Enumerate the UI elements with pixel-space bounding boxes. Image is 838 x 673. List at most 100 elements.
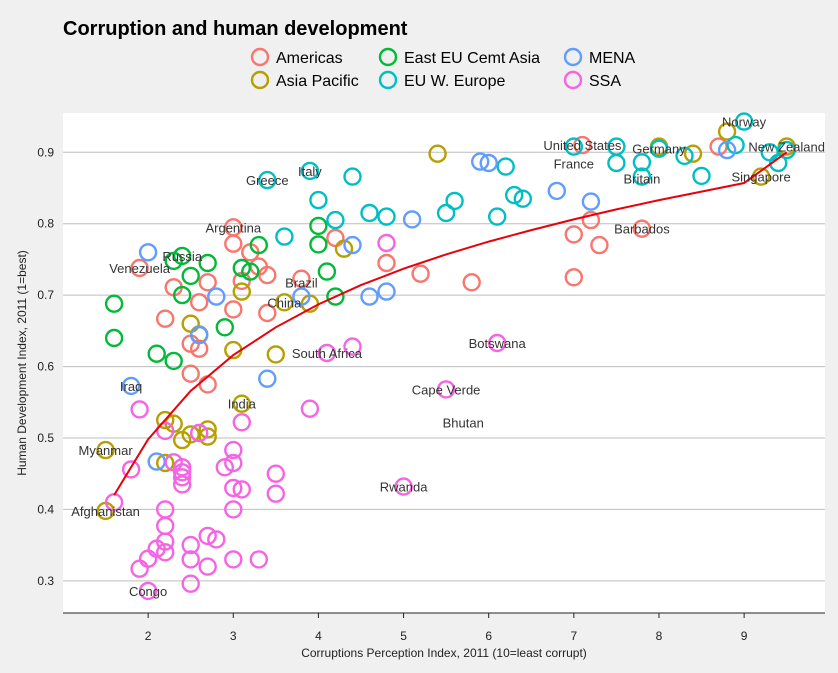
x-tick-label: 2 [145,629,152,643]
point-eu-w-europe [258,170,277,190]
point-ssa [189,423,209,443]
point-mena [471,152,490,171]
legend-label-eu-w-europe: EU W. Europe [404,73,505,90]
label-greece: Greece [246,173,289,188]
x-tick-label: 8 [656,629,663,643]
point-asia-pacific [334,239,354,258]
trend-line [113,151,788,496]
point-asia-pacific [232,394,252,413]
label-venezuela: Venezuela [109,261,170,276]
point-ssa [215,458,235,477]
point-mena [377,282,396,301]
point-ssa [224,453,243,473]
point-eu-w-europe [496,157,515,176]
point-ssa [488,333,507,353]
point-asia-pacific [275,293,294,312]
legend-key-ssa [563,70,583,90]
point-east-eu-cemt-asia [309,216,328,236]
point-ssa [172,475,192,494]
y-tick-label: 0.6 [37,360,54,374]
label-botswana: Botswana [469,336,527,351]
point-asia-pacific [181,425,200,444]
y-tick-label: 0.3 [37,574,54,588]
point-asia-pacific [155,453,175,473]
point-americas [581,210,601,230]
point-ssa [121,460,141,479]
point-ssa [181,535,200,555]
point-americas [564,268,583,287]
point-ssa [198,526,217,546]
point-americas [155,309,175,328]
legend: Americas Asia Pacific East EU Cemt Asia EU … [250,47,636,90]
point-eu-w-europe [505,185,524,205]
point-ssa [377,233,396,253]
y-tick-label: 0.4 [37,502,54,516]
legend-key-eu-w-europe [378,70,398,90]
x-tick-label: 6 [485,629,492,643]
point-eu-w-europe [436,203,456,223]
data-points [96,112,796,601]
point-east-eu-cemt-asia [309,235,328,254]
label-myanmar: Myanmar [79,443,134,458]
point-east-eu-cemt-asia [215,318,235,337]
x-tick-label: 9 [741,629,748,643]
point-americas [292,269,311,288]
point-ssa [181,574,200,593]
point-eu-w-europe [275,227,294,246]
point-east-eu-cemt-asia [172,246,192,266]
point-ssa [224,440,243,460]
point-ssa [155,421,175,441]
point-ssa [198,557,217,576]
point-ssa [130,400,149,419]
label-singapore: Singapore [731,170,790,185]
point-americas [224,300,243,319]
point-mena [479,153,498,173]
label-italy: Italy [298,164,322,179]
point-eu-w-europe [649,139,669,158]
point-ssa [138,581,158,601]
point-ssa [181,550,200,569]
label-germany: Germany [632,142,686,157]
x-tick-label: 4 [315,629,322,643]
point-mena [717,140,737,160]
plot-panel [63,113,825,613]
point-mena [121,376,141,396]
y-tick-label: 0.7 [37,288,54,302]
point-mena [189,325,209,345]
point-asia-pacific [198,427,217,446]
point-east-eu-cemt-asia [104,328,124,348]
point-ssa [172,468,192,487]
point-asia-pacific [198,420,217,439]
x-tick-label: 7 [570,629,577,643]
point-americas [198,273,217,292]
point-east-eu-cemt-asia [241,262,260,281]
legend-label-east-eu-cemt-asia: East EU Cemt Asia [404,50,540,67]
label-new-zealand: New Zealand [748,140,825,155]
label-brazil: Brazil [285,275,318,290]
point-asia-pacific [717,122,737,141]
point-americas [258,265,277,285]
point-asia-pacific [428,144,447,163]
point-ssa [249,550,268,569]
point-ssa [394,477,413,496]
point-eu-w-europe [632,167,652,186]
point-east-eu-cemt-asia [198,253,217,273]
point-east-eu-cemt-asia [326,287,345,306]
y-tick-label: 0.9 [37,145,54,159]
label-united-states: United States [543,138,622,153]
point-east-eu-cemt-asia [181,266,200,286]
point-mena [360,287,379,306]
legend-key-asia-pacific [250,70,270,90]
point-americas [411,264,430,283]
point-mena [258,369,277,388]
point-ssa [155,543,175,562]
point-east-eu-cemt-asia [172,285,192,305]
label-barbados: Barbados [614,222,670,237]
legend-key-mena [563,47,583,67]
legend-label-mena: MENA [589,50,636,67]
point-ssa [232,413,252,432]
point-eu-w-europe [445,191,464,211]
label-china: China [267,295,302,310]
label-bhutan: Bhutan [443,415,484,430]
